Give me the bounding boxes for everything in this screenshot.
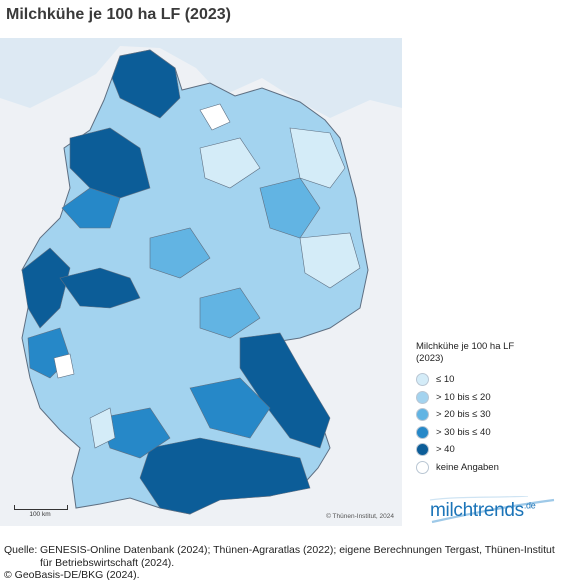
milchtrends-logo[interactable]: milchtrends.de: [428, 496, 558, 526]
legend-item: > 20 bis ≤ 30: [416, 407, 566, 422]
logo-text: milchtrends.de: [430, 500, 536, 522]
legend-item-label: keine Angaben: [436, 461, 499, 473]
legend-item: > 10 bis ≤ 20: [416, 390, 566, 405]
scale-bar-label: 100 km: [29, 511, 51, 518]
legend-item: ≤ 10: [416, 372, 566, 387]
map: 100 km © Thünen-Institut, 2024: [0, 38, 402, 526]
legend-item-label: > 40: [436, 444, 455, 455]
source-text: GENESIS-Online Datenbank (2024); Thünen-…: [40, 544, 555, 569]
legend-item-label: > 20 bis ≤ 30: [436, 409, 491, 420]
scale-bar-line: [14, 505, 68, 510]
logo-word: milchtrends: [430, 500, 524, 521]
source-copyright: © GeoBasis-DE/BKG (2024).: [4, 569, 140, 581]
legend-title-line1: Milchkühe je 100 ha LF: [416, 341, 515, 352]
legend-item: > 40: [416, 442, 566, 457]
region-shading: [21, 49, 361, 515]
logo-sup: .de: [523, 500, 536, 511]
legend: Milchkühe je 100 ha LF (2023) ≤ 10 > 10 …: [416, 341, 566, 477]
legend-item: > 30 bis ≤ 40: [416, 425, 566, 440]
scale-bar: 100 km: [14, 505, 68, 518]
legend-swatch: [416, 408, 429, 421]
legend-swatch: [416, 373, 429, 386]
legend-swatch: [416, 460, 429, 474]
legend-item-label: > 30 bis ≤ 40: [436, 426, 491, 438]
legend-item-label: > 10 bis ≤ 20: [436, 391, 491, 403]
source-note: Quelle: GENESIS-Online Datenbank (2024);…: [4, 544, 566, 582]
page-title: Milchkühe je 100 ha LF (2023): [6, 6, 231, 23]
legend-title-line2: (2023): [416, 353, 444, 364]
legend-item-label: ≤ 10: [436, 374, 455, 385]
map-copyright: © Thünen-Institut, 2024: [326, 513, 394, 520]
logo-swoosh: [429, 496, 555, 524]
source-label: Quelle:: [4, 544, 38, 556]
legend-swatch: [416, 390, 429, 404]
legend-swatch: [416, 443, 429, 456]
north-sea: [0, 38, 402, 118]
germany-map: [0, 38, 402, 515]
legend-swatch: [416, 425, 429, 439]
legend-title: Milchkühe je 100 ha LF (2023): [416, 341, 566, 365]
legend-item: keine Angaben: [416, 460, 566, 475]
